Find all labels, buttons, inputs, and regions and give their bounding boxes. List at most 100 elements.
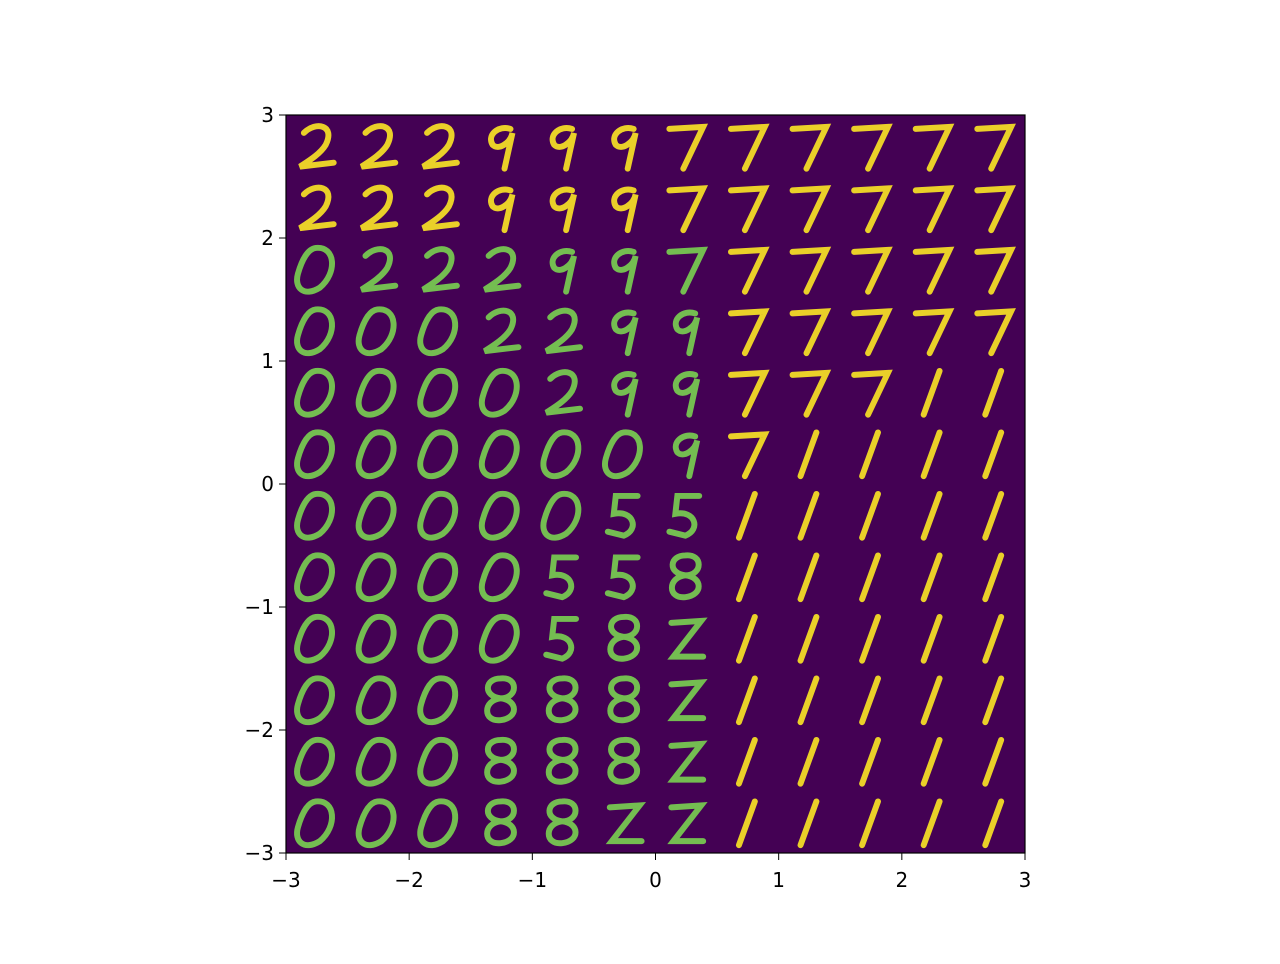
digit-glyph xyxy=(604,492,641,539)
digit-glyph xyxy=(294,306,335,357)
digit-glyph xyxy=(611,371,639,418)
digit-glyph xyxy=(607,736,641,785)
digit-glyph xyxy=(797,736,820,787)
digit-glyph xyxy=(540,429,582,480)
digit-glyph xyxy=(611,125,639,172)
digit-glyph xyxy=(417,552,459,603)
digit-glyph xyxy=(545,798,579,847)
digit-glyph xyxy=(417,490,459,541)
digit-glyph xyxy=(851,246,893,295)
digit-glyph xyxy=(355,490,397,541)
digit-glyph xyxy=(355,429,397,480)
digit-glyph xyxy=(488,125,516,172)
digit-glyph xyxy=(602,429,643,480)
digit-glyph xyxy=(478,552,520,603)
y-tick-label: 1 xyxy=(261,349,274,373)
digit-glyph xyxy=(549,186,577,234)
digit-glyph xyxy=(667,617,708,660)
digit-glyph xyxy=(982,490,1005,541)
digit-glyph xyxy=(728,369,770,418)
y-tick-label: −3 xyxy=(245,841,274,865)
digit-glyph xyxy=(672,371,701,418)
digit-glyph xyxy=(294,736,335,787)
digit-glyph xyxy=(417,798,459,849)
digit-glyph xyxy=(735,736,758,787)
digit-glyph xyxy=(544,307,583,355)
digit-glyph xyxy=(355,613,397,664)
digit-glyph xyxy=(859,798,881,849)
digit-glyph xyxy=(294,490,335,541)
digit-glyph xyxy=(488,186,516,234)
digit-glyph xyxy=(294,244,335,295)
digit-glyph xyxy=(851,123,893,172)
digit-glyph xyxy=(294,429,335,480)
digit-glyph xyxy=(920,429,943,480)
digit-glyph xyxy=(544,369,583,416)
digit-glyph xyxy=(666,123,709,172)
x-tick-label: −2 xyxy=(394,868,423,892)
digit-glyph xyxy=(294,367,335,418)
digit-glyph xyxy=(417,367,459,418)
image-background xyxy=(286,115,1025,853)
digit-glyph xyxy=(355,552,397,603)
x-tick-label: −3 xyxy=(271,868,300,892)
x-tick-label: −1 xyxy=(518,868,547,892)
digit-glyph xyxy=(728,185,770,234)
digit-glyph xyxy=(294,798,335,849)
digit-glyph xyxy=(667,740,708,783)
digit-glyph xyxy=(549,125,577,172)
digit-glyph xyxy=(417,736,459,787)
digit-glyph xyxy=(611,309,639,357)
digit-glyph xyxy=(912,246,955,295)
y-tick-label: 0 xyxy=(261,472,274,496)
digit-glyph xyxy=(859,490,881,541)
digit-glyph xyxy=(611,186,639,234)
digit-glyph xyxy=(355,798,397,849)
digit-glyph xyxy=(540,490,582,541)
digit-glyph xyxy=(974,185,1016,234)
digit-glyph xyxy=(728,308,770,357)
digit-glyph xyxy=(611,248,639,295)
digit-glyph xyxy=(484,798,517,847)
digit-glyph xyxy=(851,308,893,357)
digit-glyph xyxy=(859,675,881,726)
y-tick-label: 2 xyxy=(261,226,274,250)
digit-glyph xyxy=(421,184,460,232)
digit-glyph xyxy=(789,246,832,295)
digit-glyph xyxy=(359,184,399,232)
digit-glyph xyxy=(417,429,459,480)
digit-glyph xyxy=(294,613,335,664)
digit-glyph xyxy=(543,615,580,662)
x-tick-label: 3 xyxy=(1019,868,1032,892)
digit-glyph xyxy=(483,246,522,293)
plot-area xyxy=(286,115,1025,853)
digit-glyph xyxy=(851,369,893,418)
digit-glyph xyxy=(359,123,399,170)
digit-glyph xyxy=(859,613,881,664)
digit-glyph xyxy=(667,678,708,722)
digit-glyph xyxy=(982,613,1005,664)
digit-glyph xyxy=(478,613,520,664)
digit-glyph xyxy=(478,490,520,541)
digit-glyph xyxy=(672,309,701,357)
digit-glyph xyxy=(545,736,579,785)
digit-glyph xyxy=(982,552,1005,603)
digit-glyph xyxy=(672,432,701,480)
digit-glyph xyxy=(417,306,459,357)
digit-glyph xyxy=(666,492,703,539)
digit-glyph xyxy=(912,185,955,234)
digit-glyph xyxy=(607,613,641,662)
digit-glyph xyxy=(294,552,335,603)
digit-glyph xyxy=(735,675,758,726)
digit-glyph xyxy=(666,185,709,234)
digit-glyph xyxy=(728,246,770,295)
digit-glyph xyxy=(797,490,820,541)
digit-glyph xyxy=(421,123,460,170)
digit-glyph xyxy=(735,798,758,849)
digit-glyph xyxy=(920,675,943,726)
digit-glyph xyxy=(294,675,335,726)
digit-glyph xyxy=(417,675,459,726)
digit-glyph xyxy=(607,675,641,724)
digit-glyph xyxy=(735,552,758,603)
